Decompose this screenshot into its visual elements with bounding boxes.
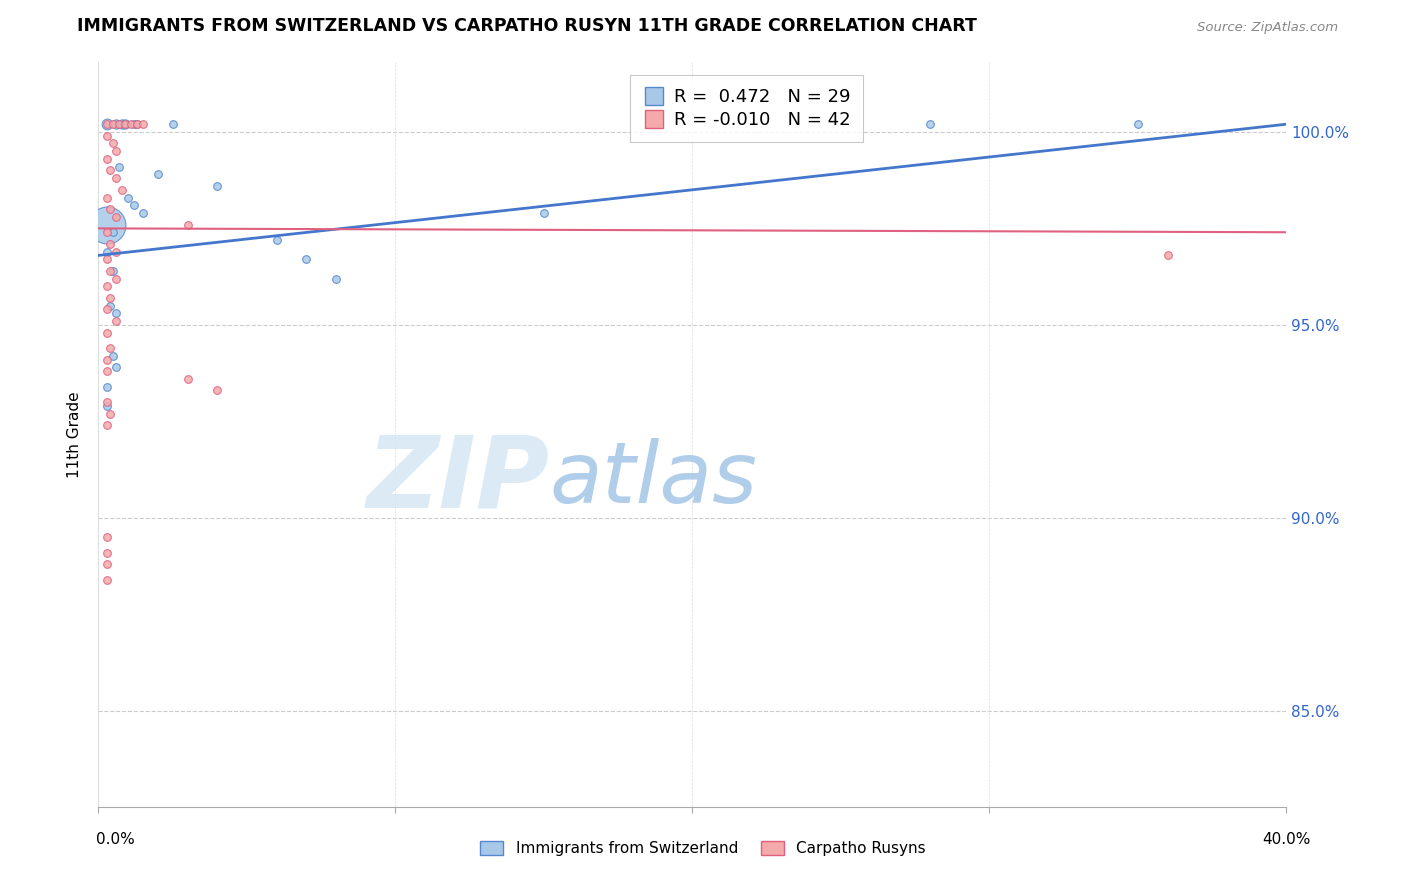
Point bbox=[98, 236, 121, 251]
Point bbox=[103, 264, 125, 278]
Y-axis label: 11th Grade: 11th Grade bbox=[67, 392, 83, 478]
Legend: Immigrants from Switzerland, Carpatho Rusyns: Immigrants from Switzerland, Carpatho Ru… bbox=[474, 835, 932, 862]
Point bbox=[533, 206, 555, 220]
Point bbox=[205, 384, 228, 398]
Point bbox=[1126, 117, 1149, 131]
Point bbox=[96, 244, 118, 259]
Point bbox=[96, 117, 118, 131]
Point bbox=[96, 545, 118, 559]
Point bbox=[117, 190, 139, 204]
Point bbox=[96, 190, 118, 204]
Point bbox=[132, 206, 155, 220]
Point bbox=[96, 302, 118, 317]
Point bbox=[98, 163, 121, 178]
Point bbox=[1156, 248, 1178, 262]
Point bbox=[105, 210, 128, 224]
Point bbox=[176, 218, 198, 232]
Point bbox=[105, 306, 128, 320]
Point bbox=[103, 117, 125, 131]
Point bbox=[103, 136, 125, 151]
Point bbox=[96, 379, 118, 393]
Point bbox=[96, 418, 118, 433]
Point bbox=[920, 117, 942, 131]
Point bbox=[266, 233, 288, 247]
Point bbox=[96, 152, 118, 166]
Point bbox=[108, 117, 131, 131]
Point bbox=[105, 271, 128, 285]
Point bbox=[96, 352, 118, 367]
Point bbox=[96, 279, 118, 293]
Point bbox=[103, 225, 125, 239]
Point bbox=[103, 349, 125, 363]
Point bbox=[96, 530, 118, 544]
Point bbox=[98, 291, 121, 305]
Point bbox=[120, 117, 142, 131]
Point bbox=[114, 117, 136, 131]
Point bbox=[146, 167, 169, 181]
Point bbox=[176, 372, 198, 386]
Point bbox=[96, 128, 118, 143]
Point bbox=[125, 117, 148, 131]
Point bbox=[96, 218, 118, 232]
Point bbox=[98, 202, 121, 216]
Point bbox=[105, 244, 128, 259]
Point bbox=[205, 178, 228, 193]
Point bbox=[295, 252, 318, 267]
Point bbox=[114, 117, 136, 131]
Point bbox=[98, 299, 121, 313]
Point bbox=[98, 341, 121, 355]
Text: 40.0%: 40.0% bbox=[1263, 832, 1310, 847]
Point bbox=[122, 198, 145, 212]
Text: IMMIGRANTS FROM SWITZERLAND VS CARPATHO RUSYN 11TH GRADE CORRELATION CHART: IMMIGRANTS FROM SWITZERLAND VS CARPATHO … bbox=[77, 17, 977, 35]
Point bbox=[96, 364, 118, 378]
Text: ZIP: ZIP bbox=[367, 431, 550, 528]
Point bbox=[108, 160, 131, 174]
Point bbox=[96, 326, 118, 340]
Point bbox=[96, 117, 118, 131]
Point bbox=[96, 399, 118, 413]
Point bbox=[132, 117, 155, 131]
Text: 0.0%: 0.0% bbox=[96, 832, 135, 847]
Point bbox=[105, 117, 128, 131]
Text: atlas: atlas bbox=[550, 438, 758, 521]
Point bbox=[111, 183, 134, 197]
Point bbox=[105, 171, 128, 186]
Point bbox=[105, 314, 128, 328]
Point bbox=[98, 407, 121, 421]
Point bbox=[96, 395, 118, 409]
Point bbox=[96, 252, 118, 267]
Point bbox=[96, 573, 118, 587]
Point bbox=[325, 271, 347, 285]
Text: Source: ZipAtlas.com: Source: ZipAtlas.com bbox=[1198, 21, 1339, 34]
Point bbox=[122, 117, 145, 131]
Point bbox=[105, 360, 128, 375]
Point bbox=[96, 557, 118, 571]
Point bbox=[111, 117, 134, 131]
Point bbox=[98, 264, 121, 278]
Legend: R =  0.472   N = 29, R = -0.010   N = 42: R = 0.472 N = 29, R = -0.010 N = 42 bbox=[630, 75, 863, 142]
Point bbox=[96, 225, 118, 239]
Point bbox=[105, 145, 128, 159]
Point bbox=[125, 117, 148, 131]
Point bbox=[162, 117, 184, 131]
